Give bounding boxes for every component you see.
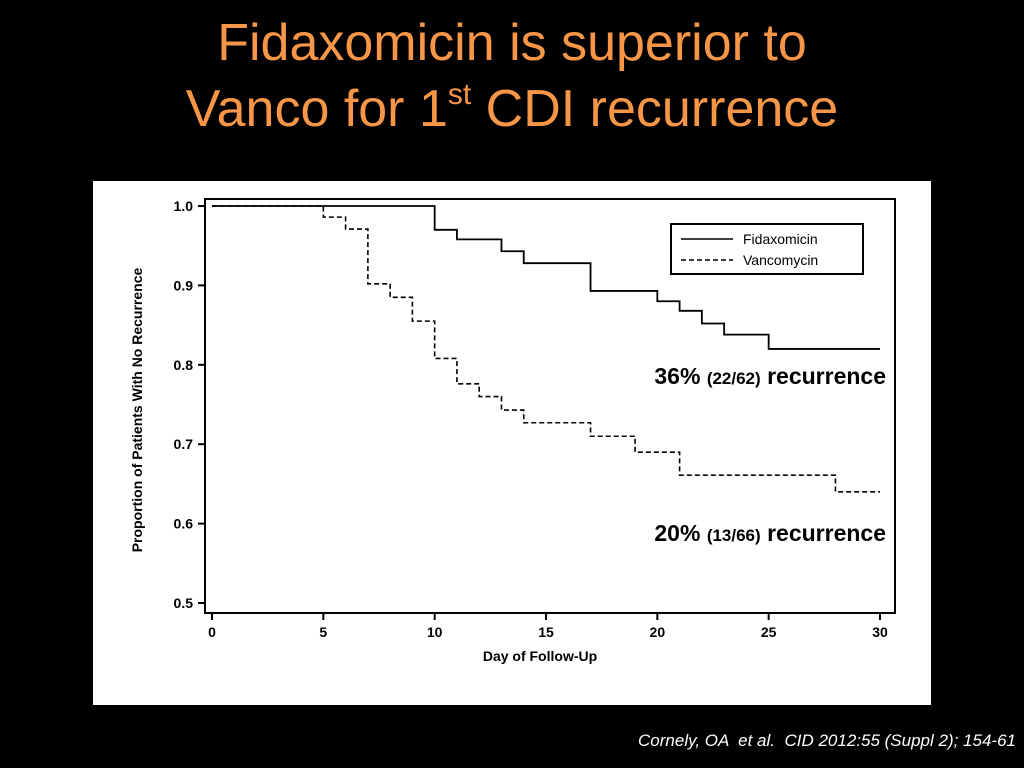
callout-vancomycin-recurrence: 36% (22/62) recurrence [654, 363, 886, 390]
title-line-1: Fidaxomicin is superior to [217, 14, 807, 72]
plot-frame [204, 198, 896, 614]
x-tick-label: 0 [208, 624, 216, 640]
callout-fidaxo-word: recurrence [767, 520, 886, 546]
x-tick-label: 15 [538, 624, 554, 640]
chart-panel: 0 5 10 15 20 25 30 0.5 0.6 0.7 0.8 0.9 1.0 Day of Fol… [93, 181, 931, 705]
y-tick-label: 0.9 [174, 277, 194, 293]
series-line-vancomycin [212, 205, 880, 493]
callout-fidaxomicin-recurrence: 20% (13/66) recurrence [654, 520, 886, 547]
x-tick-label: 20 [650, 624, 666, 640]
legend-entry: Fidaxomicin [743, 231, 818, 247]
callout-vanco-count: (22/62) [706, 369, 761, 388]
callout-vanco-word: recurrence [767, 363, 886, 389]
y-axis-label: Proportion of Patients With No Recurrenc… [129, 268, 145, 553]
title-line-2: Vanco for 1st CDI recurrence [185, 78, 839, 139]
slide-title: Fidaxomicin is superior to Vanco for 1st… [0, 10, 1024, 142]
callout-fidaxo-pct: 20% [654, 520, 701, 546]
legend-box [670, 223, 864, 275]
callout-fidaxo-count: (13/66) [706, 526, 761, 545]
title-line-2-text: Vanco for 1 [185, 80, 448, 138]
km-chart: 0 5 10 15 20 25 30 0.5 0.6 0.7 0.8 0.9 1.0 Day of Fol… [129, 198, 896, 664]
series-line-fidaxomicin [212, 205, 880, 350]
y-tick-label: 0.7 [174, 436, 194, 452]
title-line-2-rest: CDI recurrence [471, 80, 839, 138]
x-axis-label: Day of Follow-Up [483, 648, 597, 664]
x-tick-label: 25 [761, 624, 777, 640]
x-tick-label: 30 [872, 624, 888, 640]
title-superscript: st [447, 78, 472, 111]
x-tick-label: 5 [319, 624, 327, 640]
y-tick-label: 0.5 [174, 595, 194, 611]
legend-entry: Vancomycin [743, 252, 818, 268]
callout-vanco-pct: 36% [654, 363, 701, 389]
y-tick-label: 0.6 [174, 516, 194, 532]
citation: Cornely, OA et al. CID 2012:55 (Suppl 2)… [638, 731, 1016, 750]
x-tick-label: 10 [427, 624, 443, 640]
y-tick-label: 0.8 [174, 357, 194, 373]
y-tick-label: 1.0 [174, 198, 194, 214]
